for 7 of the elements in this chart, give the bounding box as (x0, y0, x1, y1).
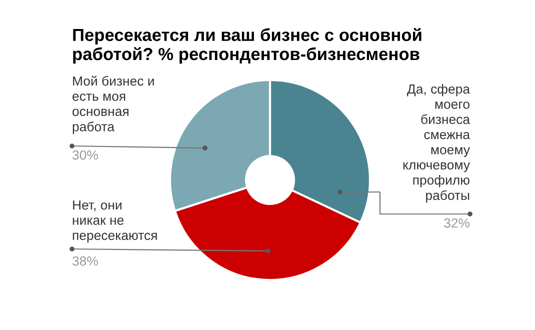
chart-title: Пересекается ли ваш бизнес с основной работой? % респондентов-бизнесменов (73, 28, 422, 64)
slice-label: Мой бизнес и есть моя основная работа (72, 76, 154, 134)
data-label: 38% (72, 256, 98, 266)
slice-label: Да, сфера моего бизнеса смежна моему ключевому профилю работы (403, 84, 470, 203)
data-label: 30% (72, 150, 98, 160)
slice-label: Нет, они никак не пересекаются (72, 200, 157, 243)
data-label: 32% (444, 218, 470, 228)
